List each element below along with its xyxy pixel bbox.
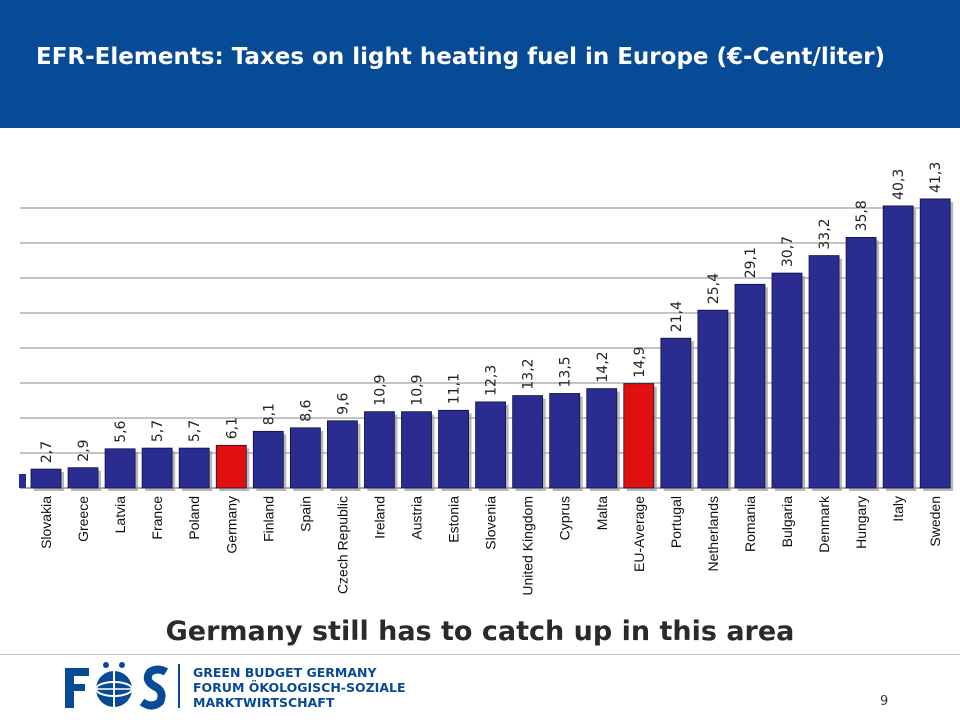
value-label: 6,1 bbox=[224, 417, 240, 439]
bar-sweden bbox=[919, 198, 951, 489]
bar-czech-republic bbox=[326, 420, 358, 489]
category-label: Finland bbox=[260, 496, 276, 542]
category-label: Romania bbox=[742, 496, 758, 552]
category-label: Denmark bbox=[816, 495, 832, 553]
header-banner: EFR-Elements: Taxes on light heating fue… bbox=[0, 0, 960, 128]
bar-romania bbox=[734, 283, 766, 489]
value-label: 40,3 bbox=[891, 169, 907, 200]
value-label: 13,2 bbox=[521, 358, 537, 389]
bar-slovenia bbox=[475, 401, 507, 489]
category-label: France bbox=[149, 496, 165, 540]
value-label: 11,1 bbox=[447, 373, 463, 404]
logo-separator bbox=[178, 664, 180, 708]
page-title: EFR-Elements: Taxes on light heating fue… bbox=[36, 44, 886, 70]
value-label: 5,7 bbox=[187, 420, 203, 442]
category-label: United Kingdom bbox=[520, 496, 536, 596]
value-label: 21,4 bbox=[669, 301, 685, 332]
category-label: Estonia bbox=[446, 496, 462, 543]
slide-subtitle: Germany still has to catch up in this ar… bbox=[165, 616, 795, 647]
value-label: 14,2 bbox=[595, 351, 611, 382]
bar-cyprus bbox=[549, 393, 581, 489]
bar-malta bbox=[586, 388, 618, 489]
category-label: Portugal bbox=[668, 496, 684, 548]
category-label: Latvia bbox=[112, 496, 128, 534]
logo-line-3: MARKTWIRTSCHAFT bbox=[193, 695, 335, 710]
logo-line-1: GREEN BUDGET GERMANY bbox=[193, 665, 377, 680]
value-label: 41,3 bbox=[928, 162, 944, 193]
bar-austria bbox=[401, 411, 432, 489]
footer-divider bbox=[0, 654, 960, 655]
bar-denmark bbox=[808, 255, 840, 489]
value-label: 33,2 bbox=[817, 218, 833, 249]
value-label: 10,9 bbox=[410, 375, 426, 406]
grid-lines bbox=[20, 207, 936, 454]
fos-logo-icon bbox=[65, 662, 169, 710]
category-label: Cyprus bbox=[557, 496, 573, 540]
category-label: EU-Average bbox=[631, 496, 647, 572]
category-label: Ireland bbox=[371, 496, 387, 539]
bar-italy bbox=[882, 205, 914, 489]
logo-line-2: FORUM ÖKOLOGISCH-SOZIALE bbox=[193, 680, 406, 695]
category-label: Netherlands bbox=[705, 496, 721, 572]
value-label: 30,7 bbox=[780, 236, 796, 267]
category-label: Slovakia bbox=[38, 496, 54, 549]
partial-bar bbox=[19, 474, 26, 488]
value-label: 12,3 bbox=[484, 365, 500, 396]
page-number: 9 bbox=[880, 694, 889, 709]
bar-latvia bbox=[104, 448, 136, 489]
value-label: 25,4 bbox=[706, 273, 722, 304]
bar-netherlands bbox=[697, 309, 729, 489]
bar-hungary bbox=[845, 237, 877, 489]
logo-wordmark: GREEN BUDGET GERMANY FORUM ÖKOLOGISCH-SO… bbox=[193, 665, 406, 710]
bar-united-kingdom bbox=[512, 395, 544, 489]
category-label: Sweden bbox=[927, 496, 943, 547]
value-label: 2,7 bbox=[39, 441, 55, 463]
value-label: 13,5 bbox=[558, 356, 574, 387]
value-label: 29,1 bbox=[743, 247, 759, 278]
value-label: 5,7 bbox=[150, 420, 166, 442]
bar-estonia bbox=[438, 409, 469, 489]
category-label: Malta bbox=[594, 496, 610, 530]
value-label: 5,6 bbox=[113, 420, 129, 442]
value-label: 10,9 bbox=[372, 375, 388, 406]
category-label: Germany bbox=[223, 496, 239, 554]
category-label: Poland bbox=[186, 496, 202, 540]
category-label: Italy bbox=[890, 496, 906, 522]
bar-germany bbox=[215, 444, 247, 489]
value-label: 2,9 bbox=[76, 439, 92, 461]
category-label: Hungary bbox=[853, 496, 869, 549]
bar-spain bbox=[289, 427, 321, 489]
category-label: Spain bbox=[297, 496, 313, 532]
bar-france bbox=[141, 447, 173, 489]
bar-poland bbox=[178, 447, 210, 489]
value-label: 9,6 bbox=[335, 392, 351, 414]
bar-greece bbox=[67, 467, 99, 489]
category-label: Czech Republic bbox=[334, 496, 350, 594]
bar-eu-average bbox=[623, 383, 655, 489]
bar-finland bbox=[252, 430, 284, 489]
value-label: 35,8 bbox=[854, 200, 870, 231]
value-label: 8,6 bbox=[298, 399, 314, 421]
category-label: Slovenia bbox=[483, 496, 499, 550]
value-label: 14,9 bbox=[632, 347, 648, 378]
category-label: Greece bbox=[75, 496, 91, 542]
category-label: Austria bbox=[409, 496, 425, 540]
bar-portugal bbox=[660, 337, 692, 489]
bar-ireland bbox=[364, 411, 395, 489]
bar-chart: 2,7 Slovakia 2,9 Greece 5,6 Latvia 5,7 France 5,… bbox=[19, 162, 954, 596]
category-label: Bulgaria bbox=[779, 496, 795, 548]
bar-bulgaria bbox=[771, 272, 803, 489]
value-label: 8,1 bbox=[261, 403, 277, 425]
bar-slovakia bbox=[30, 468, 62, 489]
